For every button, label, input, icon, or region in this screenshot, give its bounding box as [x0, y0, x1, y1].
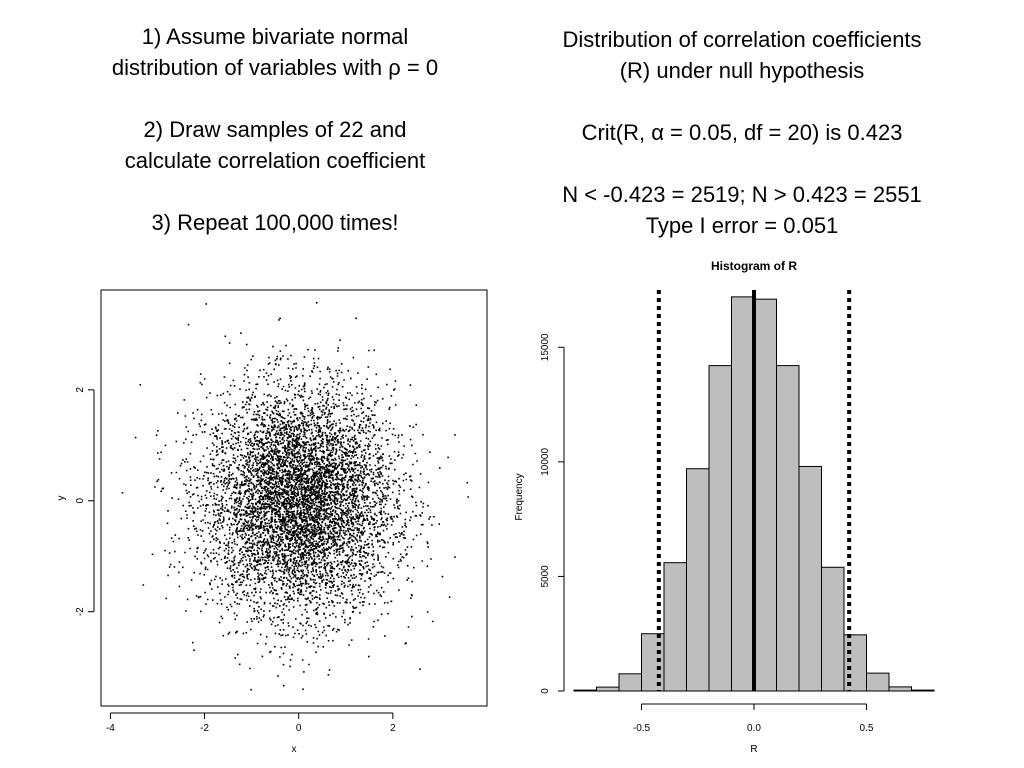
scatter-x-tick-label: -4 [106, 723, 115, 734]
scatter-ylabel: y [56, 496, 67, 501]
scatter-axes-group: -4 -2 0 2 -2 0 2 [75, 387, 396, 734]
histogram-bar [708, 365, 732, 692]
histogram-bar [731, 296, 755, 692]
histogram-bar [663, 562, 687, 692]
histogram-bars-group [573, 296, 935, 692]
histogram-reference-lines [656, 290, 852, 691]
scatter-y-tick-label: 0 [75, 498, 86, 504]
scatter-x-tick-label: -2 [200, 723, 209, 734]
right-line1: Distribution of correlation coefficients [562, 27, 922, 52]
histogram-bar [686, 468, 710, 692]
histogram-title: Histogram of R [711, 259, 797, 273]
histogram-bar [573, 689, 597, 692]
step1-line2: distribution of variables with ρ = 0 [111, 55, 439, 80]
histogram-bar [911, 689, 935, 692]
right-line4: N < -0.423 = 2519; N > 0.423 = 2551 [562, 182, 922, 207]
histogram-x-tick-label: 0.5 [860, 723, 874, 734]
histogram-x-tick-label: 0.0 [747, 723, 761, 734]
histogram-y-tick-label: 10000 [540, 448, 551, 476]
scatter-x-tick-label: 2 [390, 723, 396, 734]
scatter-frame [100, 289, 488, 707]
scatter-points-group [121, 302, 469, 691]
right-line2: (R) under null hypothesis [619, 58, 865, 83]
right-text-block: Distribution of correlation coefficients… [512, 24, 972, 241]
histogram-y-tick-label: 15000 [540, 333, 551, 361]
right-line5: Type I error = 0.051 [645, 213, 839, 238]
histogram-bar [753, 298, 777, 692]
histogram-bar [776, 365, 800, 692]
histogram-bar [888, 686, 912, 692]
histogram-bar [618, 673, 642, 692]
histogram-bar [821, 566, 845, 692]
step1-line1: 1) Assume bivariate normal [141, 24, 409, 49]
scatter-xlabel: x [292, 744, 297, 755]
histogram-ylabel: Frequency [514, 473, 525, 520]
histogram-y-tick-label: 5000 [540, 565, 551, 588]
histogram-xlabel: R [750, 744, 757, 755]
scatter-x-tick-label: 0 [296, 723, 302, 734]
histogram-axes-group: -0.5 0.0 0.5 0 5000 10000 15000 [540, 333, 874, 734]
right-line3: Crit(R, α = 0.05, df = 20) is 0.423 [581, 120, 903, 145]
histogram-bar [798, 465, 822, 692]
left-text-block: 1) Assume bivariate normal distribution … [60, 21, 490, 238]
step2-line1: 2) Draw samples of 22 and [143, 117, 407, 142]
step2-line2: calculate correlation coefficient [124, 148, 426, 173]
scatter-point-cloud [121, 302, 469, 691]
step3: 3) Repeat 100,000 times! [151, 210, 399, 235]
histogram-bar [596, 686, 620, 692]
scatter-y-tick-label: 2 [75, 387, 86, 393]
histogram-bar [866, 672, 890, 692]
histogram-x-tick-label: -0.5 [633, 723, 651, 734]
histogram-y-tick-label: 0 [540, 688, 551, 694]
scatter-y-tick-label: -2 [75, 607, 86, 616]
